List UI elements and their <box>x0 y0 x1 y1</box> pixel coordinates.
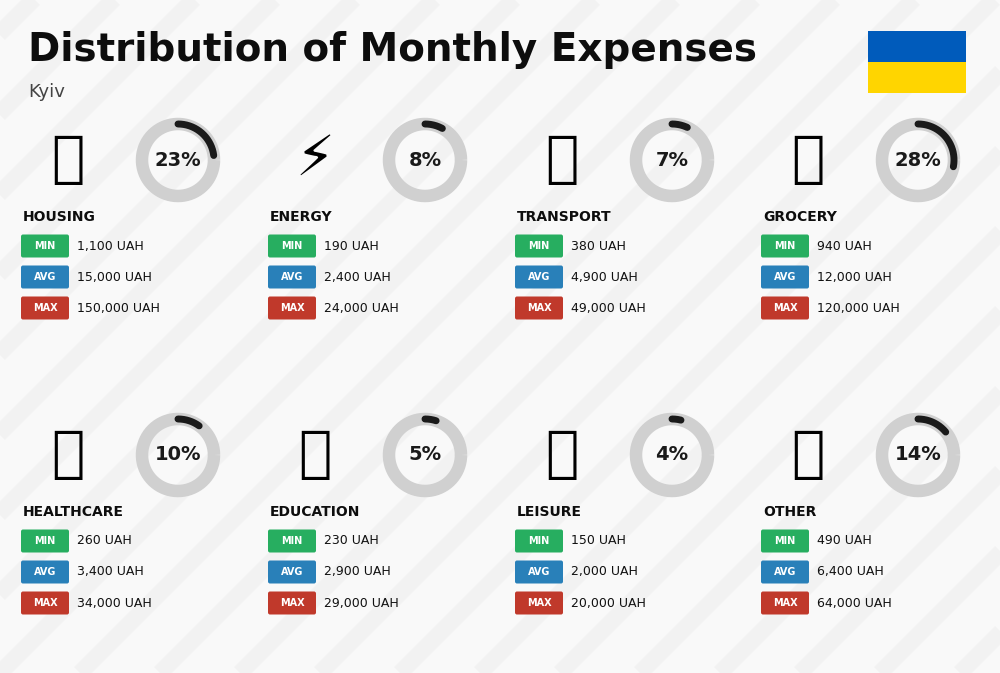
Text: 4%: 4% <box>655 446 689 464</box>
Text: MIN: MIN <box>774 241 796 251</box>
Text: MAX: MAX <box>280 598 304 608</box>
FancyBboxPatch shape <box>21 266 69 289</box>
Text: 490 UAH: 490 UAH <box>817 534 872 548</box>
Text: 5%: 5% <box>408 446 442 464</box>
Text: 260 UAH: 260 UAH <box>77 534 132 548</box>
Text: MIN: MIN <box>281 241 303 251</box>
Text: MIN: MIN <box>34 241 56 251</box>
Text: AVG: AVG <box>34 272 56 282</box>
FancyBboxPatch shape <box>515 297 563 320</box>
Text: 1,100 UAH: 1,100 UAH <box>77 240 144 252</box>
Text: AVG: AVG <box>281 272 303 282</box>
FancyBboxPatch shape <box>515 530 563 553</box>
Text: 150,000 UAH: 150,000 UAH <box>77 302 160 314</box>
FancyBboxPatch shape <box>21 530 69 553</box>
Text: 🚌: 🚌 <box>545 133 579 187</box>
Text: 120,000 UAH: 120,000 UAH <box>817 302 900 314</box>
FancyBboxPatch shape <box>515 266 563 289</box>
Text: 14%: 14% <box>895 446 941 464</box>
Text: 380 UAH: 380 UAH <box>571 240 626 252</box>
Text: MIN: MIN <box>774 536 796 546</box>
Text: 🛒: 🛒 <box>791 133 825 187</box>
Text: 💰: 💰 <box>791 428 825 482</box>
FancyBboxPatch shape <box>761 561 809 583</box>
FancyBboxPatch shape <box>868 31 966 62</box>
Text: EDUCATION: EDUCATION <box>270 505 360 519</box>
FancyBboxPatch shape <box>515 234 563 258</box>
FancyBboxPatch shape <box>761 266 809 289</box>
Text: 150 UAH: 150 UAH <box>571 534 626 548</box>
FancyBboxPatch shape <box>515 592 563 614</box>
Text: OTHER: OTHER <box>763 505 816 519</box>
Text: MIN: MIN <box>281 536 303 546</box>
Text: AVG: AVG <box>281 567 303 577</box>
Text: MAX: MAX <box>33 598 57 608</box>
FancyBboxPatch shape <box>268 297 316 320</box>
Text: 15,000 UAH: 15,000 UAH <box>77 271 152 283</box>
Text: 🛍: 🛍 <box>545 428 579 482</box>
Text: TRANSPORT: TRANSPORT <box>517 210 612 224</box>
Text: MIN: MIN <box>528 536 550 546</box>
Text: MAX: MAX <box>773 598 797 608</box>
Text: 10%: 10% <box>155 446 201 464</box>
Text: LEISURE: LEISURE <box>517 505 582 519</box>
Text: 4,900 UAH: 4,900 UAH <box>571 271 638 283</box>
FancyBboxPatch shape <box>761 234 809 258</box>
FancyBboxPatch shape <box>268 592 316 614</box>
Text: ⚡: ⚡ <box>296 133 334 187</box>
FancyBboxPatch shape <box>21 234 69 258</box>
FancyBboxPatch shape <box>515 561 563 583</box>
Text: 6,400 UAH: 6,400 UAH <box>817 565 884 579</box>
Text: 230 UAH: 230 UAH <box>324 534 379 548</box>
Text: 12,000 UAH: 12,000 UAH <box>817 271 892 283</box>
Text: MAX: MAX <box>280 303 304 313</box>
Text: 34,000 UAH: 34,000 UAH <box>77 596 152 610</box>
Text: 7%: 7% <box>656 151 689 170</box>
Text: AVG: AVG <box>774 567 796 577</box>
Text: HEALTHCARE: HEALTHCARE <box>23 505 124 519</box>
Text: Distribution of Monthly Expenses: Distribution of Monthly Expenses <box>28 31 757 69</box>
Text: AVG: AVG <box>528 272 550 282</box>
Text: 2,900 UAH: 2,900 UAH <box>324 565 391 579</box>
Text: AVG: AVG <box>774 272 796 282</box>
Text: MAX: MAX <box>773 303 797 313</box>
Text: MAX: MAX <box>33 303 57 313</box>
Text: 190 UAH: 190 UAH <box>324 240 379 252</box>
FancyBboxPatch shape <box>268 234 316 258</box>
Text: MIN: MIN <box>528 241 550 251</box>
FancyBboxPatch shape <box>21 297 69 320</box>
Text: 🏢: 🏢 <box>51 133 85 187</box>
Text: 💚: 💚 <box>51 428 85 482</box>
FancyBboxPatch shape <box>761 530 809 553</box>
Text: 940 UAH: 940 UAH <box>817 240 872 252</box>
Text: 28%: 28% <box>895 151 941 170</box>
Text: MAX: MAX <box>527 303 551 313</box>
Text: MAX: MAX <box>527 598 551 608</box>
Text: GROCERY: GROCERY <box>763 210 837 224</box>
Text: AVG: AVG <box>528 567 550 577</box>
FancyBboxPatch shape <box>21 592 69 614</box>
Text: ENERGY: ENERGY <box>270 210 333 224</box>
FancyBboxPatch shape <box>21 561 69 583</box>
Text: 2,000 UAH: 2,000 UAH <box>571 565 638 579</box>
Text: 8%: 8% <box>408 151 442 170</box>
Text: HOUSING: HOUSING <box>23 210 96 224</box>
Text: 2,400 UAH: 2,400 UAH <box>324 271 391 283</box>
Text: Kyiv: Kyiv <box>28 83 65 101</box>
Text: AVG: AVG <box>34 567 56 577</box>
Text: 23%: 23% <box>155 151 201 170</box>
FancyBboxPatch shape <box>761 592 809 614</box>
Text: 24,000 UAH: 24,000 UAH <box>324 302 399 314</box>
Text: 🎓: 🎓 <box>298 428 332 482</box>
Text: MIN: MIN <box>34 536 56 546</box>
Text: 64,000 UAH: 64,000 UAH <box>817 596 892 610</box>
FancyBboxPatch shape <box>268 266 316 289</box>
Text: 3,400 UAH: 3,400 UAH <box>77 565 144 579</box>
FancyBboxPatch shape <box>268 561 316 583</box>
FancyBboxPatch shape <box>268 530 316 553</box>
FancyBboxPatch shape <box>761 297 809 320</box>
Text: 49,000 UAH: 49,000 UAH <box>571 302 646 314</box>
FancyBboxPatch shape <box>868 62 966 93</box>
Text: 20,000 UAH: 20,000 UAH <box>571 596 646 610</box>
